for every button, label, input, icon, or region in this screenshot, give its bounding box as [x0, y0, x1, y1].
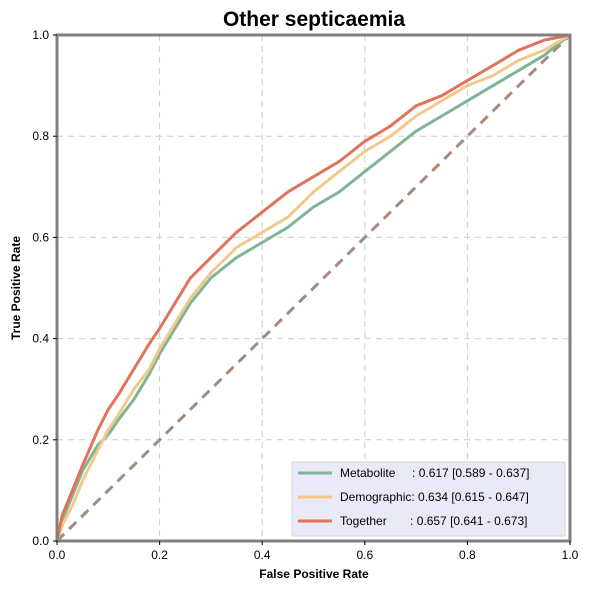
x-axis-label: False Positive Rate [259, 567, 369, 581]
legend-label-metabolite: Metabolite : 0.617 [0.589 - 0.637] [340, 466, 529, 480]
x-tick-label-1: 0.2 [151, 548, 168, 562]
series-line-demographic [55, 33, 571, 542]
roc-curves [55, 33, 571, 542]
y-tick-label-0: 0.0 [32, 534, 49, 548]
chance-diagonal [55, 33, 572, 543]
y-tick-label-3: 0.6 [32, 230, 49, 244]
diagonal-line [55, 33, 572, 543]
x-axis-ticks: 0.0 0.2 0.4 0.6 0.8 1.0 [49, 541, 579, 562]
x-tick-label-4: 0.8 [459, 548, 476, 562]
y-axis-ticks: 0.0 0.2 0.4 0.6 0.8 1.0 [32, 28, 57, 548]
y-tick-label-4: 0.8 [32, 129, 49, 143]
x-tick-label-5: 1.0 [562, 548, 579, 562]
x-tick-label-3: 0.6 [356, 548, 373, 562]
plot-frame [55, 33, 572, 543]
y-tick-label-5: 1.0 [32, 28, 49, 42]
x-tick-label-2: 0.4 [254, 548, 271, 562]
legend-label-demographic: Demographic: 0.634 [0.615 - 0.647] [340, 490, 529, 504]
y-axis-label: True Positive Rate [9, 236, 23, 340]
grid-lines [57, 35, 570, 541]
chart-title: Other septicaemia [223, 8, 405, 31]
series-line-together [55, 33, 571, 542]
x-tick-label-0: 0.0 [49, 548, 66, 562]
y-tick-label-1: 0.2 [32, 433, 49, 447]
legend-box [291, 461, 566, 537]
legend-label-together: Together : 0.657 [0.641 - 0.673] [340, 514, 527, 528]
y-tick-label-2: 0.4 [32, 332, 49, 346]
legend: Metabolite : 0.617 [0.589 - 0.637] Demogr… [291, 461, 566, 537]
